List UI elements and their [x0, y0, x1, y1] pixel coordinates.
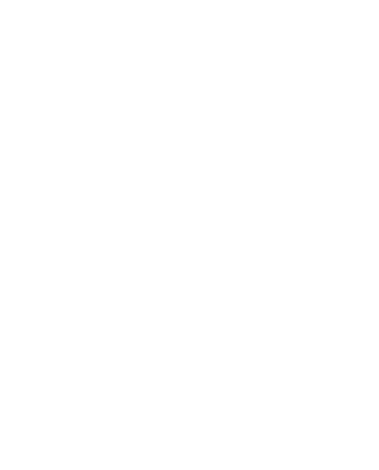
Text: (f): (f) [199, 322, 218, 336]
Text: (e): (e) [8, 322, 30, 336]
Text: (a): (a) [8, 6, 30, 20]
Text: (b): (b) [199, 6, 222, 20]
Text: (c): (c) [8, 164, 28, 178]
Text: (d): (d) [199, 164, 222, 178]
